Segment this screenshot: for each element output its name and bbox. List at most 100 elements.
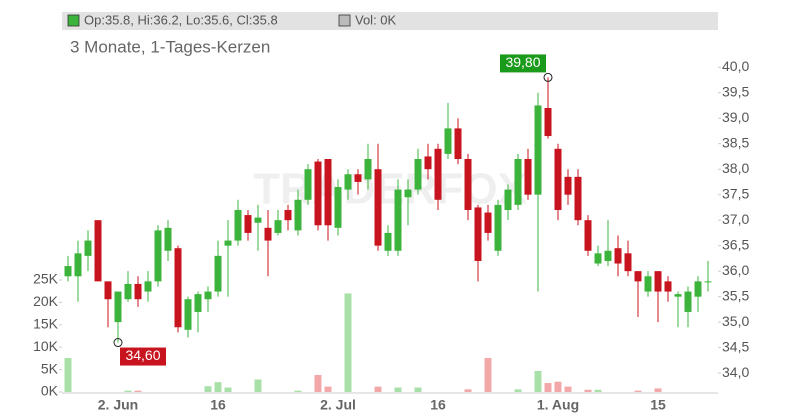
candle-body [704,281,712,283]
high-label-box [500,54,546,73]
candle-body [504,189,512,210]
volume-bar [414,387,422,392]
candle-body [194,294,202,312]
y2-tick-label: 25K [33,271,59,287]
volume-bar [464,389,472,392]
candle-body [634,271,642,282]
y2-tick-label: 20K [33,293,59,309]
y-tick-label: 37,5 [722,185,749,201]
candle-body [254,217,262,223]
candle-body [474,207,482,261]
candle-body [384,232,392,251]
candle-body [174,248,182,328]
y2-tick-label: 10K [33,338,59,354]
candle-body [674,294,682,297]
volume-bar [564,386,572,392]
y-tick-label: 34,0 [722,364,749,380]
candle-body [564,176,572,195]
volume-bar [554,381,562,392]
y-tick-label: 35,5 [722,287,749,303]
subtitle: 3 Monate, 1-Tages-Kerzen [70,37,270,56]
candle-body [374,169,382,246]
candle-body [184,299,192,330]
candle-body [494,204,502,251]
x-tick-label: 16 [210,397,226,413]
volume-text: Vol: 0K [355,12,397,27]
candle-body [324,158,332,226]
candle-body [534,105,542,195]
volume-bar [134,390,142,392]
volume-bar [344,293,352,392]
candle-body [444,128,452,154]
candle-body [94,220,102,282]
candle-body [554,148,562,210]
candle-body [304,169,312,200]
volume-bar [324,386,332,392]
candle-body [134,283,142,300]
candle-body [654,271,662,292]
y-tick-label: 35,0 [722,313,749,329]
candle-body [614,248,622,264]
candle-body [644,276,652,292]
candle-body [164,227,172,251]
volume-bar [124,390,132,392]
candle-body [354,174,362,182]
low-label-box [120,347,166,366]
volume-bar [654,388,662,392]
volume-bar [314,374,322,392]
candle-body [454,128,462,159]
candle-body [574,176,582,221]
volume-bar [544,383,552,392]
volume-bar [64,357,72,392]
candle-body [424,156,432,170]
candle-body [364,158,372,180]
volume-bar [214,382,222,392]
x-tick-label: 2. Jun [98,397,138,413]
volume-bar [594,389,602,392]
volume-swatch [338,14,351,27]
ohlc-text: Op:35.8, Hi:36.2, Lo:35.6, Cl:35.8 [84,12,278,27]
candle-body [624,253,632,272]
high-marker [543,72,553,82]
candle-body [584,220,592,251]
x-tick-label: 2. Jul [320,397,356,413]
candle-body [244,215,252,233]
candle-body [264,227,272,241]
high-label: 39,80 [505,54,540,70]
candle-body [154,230,162,282]
candle-body [694,281,702,297]
y-tick-label: 36,0 [722,262,749,278]
candle-body [64,266,72,277]
candle-body [74,253,82,277]
ohlc-swatch [67,14,80,27]
y-tick-label: 38,5 [722,134,749,150]
candle-body [524,158,532,195]
y-tick-label: 37,0 [722,211,749,227]
volume-bar [514,389,522,392]
candle-body [84,240,92,256]
y2-tick-label: 15K [33,316,59,332]
candle-body [314,161,322,226]
candle-body [144,281,152,292]
y2-tick-label: 0K [41,383,59,399]
low-marker [113,338,123,348]
candle-body [434,148,442,200]
candle-body [594,253,602,264]
candle-body [204,291,212,300]
volume-bar [634,390,642,392]
y-tick-label: 38,0 [722,160,749,176]
candle-body [214,255,222,292]
candle-body [464,158,472,210]
candle-body [124,283,132,300]
candle-body [104,281,112,300]
candle-body [484,212,492,233]
y-tick-label: 39,0 [722,109,749,125]
x-tick-label: 16 [430,397,446,413]
volume-bar [224,387,232,392]
header-bar [62,12,718,30]
volume-bar [394,387,402,392]
candle-body [414,158,422,190]
candle-body [604,250,612,261]
volume-bar [254,379,262,392]
